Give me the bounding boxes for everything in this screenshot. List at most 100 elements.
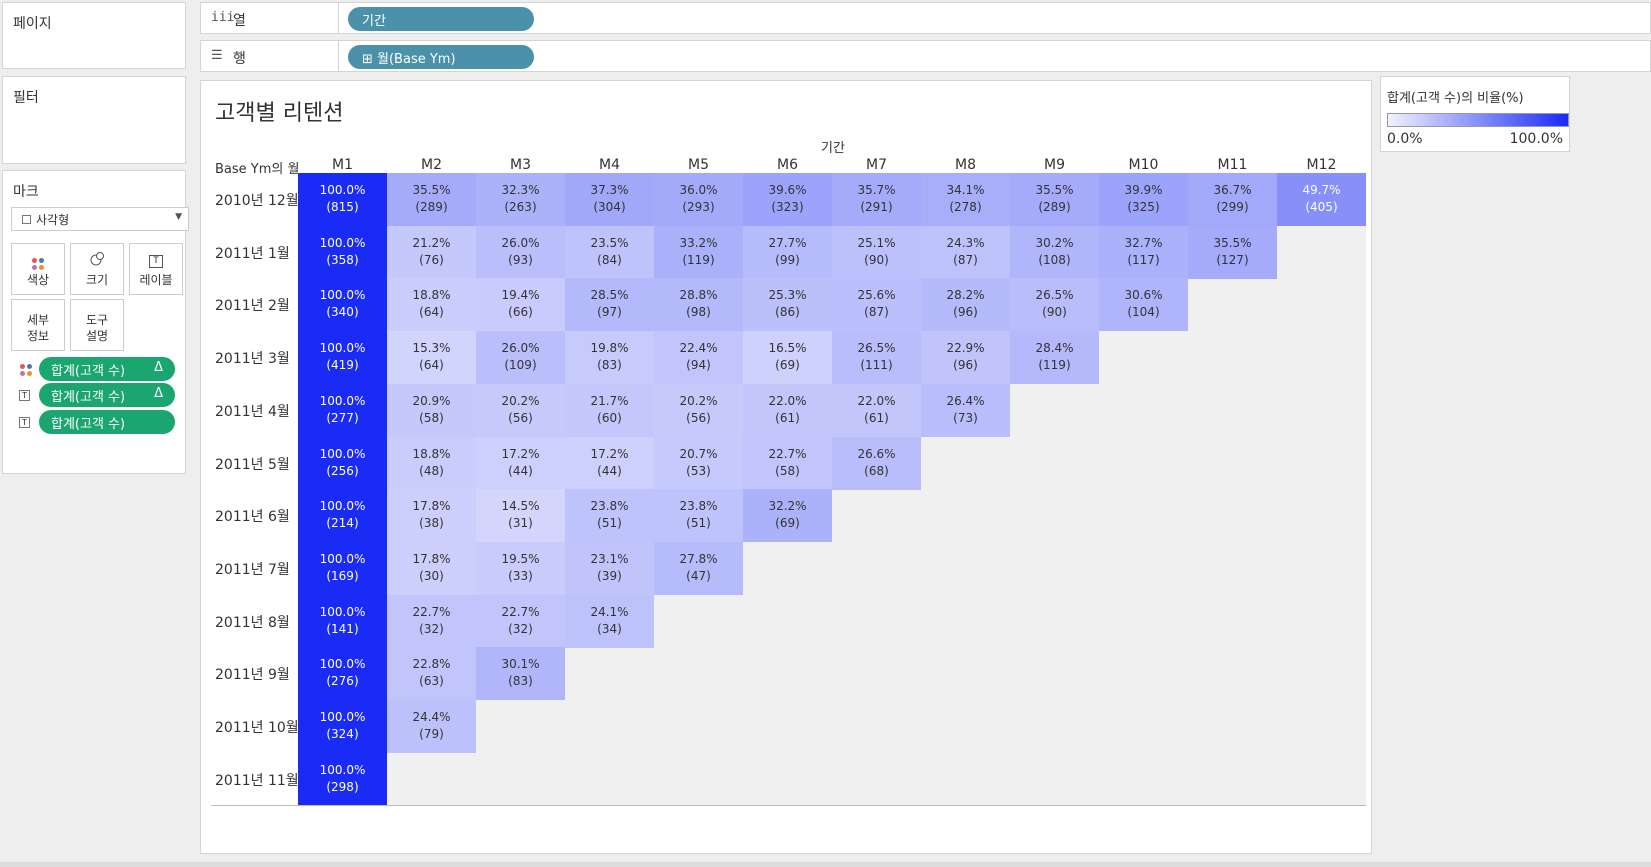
row-header: 2011년 4월: [215, 403, 290, 420]
heatmap-cell[interactable]: 20.2% (56): [654, 383, 743, 437]
color-legend[interactable]: 합계(고객 수)의 비율(%) 0.0% 100.0%: [1380, 76, 1570, 152]
heatmap-cell[interactable]: 19.4% (66): [476, 278, 565, 332]
heatmap-cell[interactable]: 30.1% (83): [476, 647, 565, 701]
heatmap-cell[interactable]: 23.8% (51): [654, 489, 743, 543]
heatmap-cell[interactable]: 100.0% (340): [298, 278, 387, 332]
rows-shelf[interactable]: ☰ 행 ⊞ 월(Base Ym): [200, 40, 1651, 72]
field-pill[interactable]: 합계(고객 수) Δ: [39, 357, 175, 381]
heatmap-cell[interactable]: 28.4% (119): [1010, 331, 1099, 385]
heatmap-cell[interactable]: 100.0% (324): [298, 700, 387, 753]
heatmap-cell[interactable]: 100.0% (256): [298, 436, 387, 490]
columns-shelf[interactable]: iii 열 기간: [200, 2, 1651, 34]
heatmap-cell[interactable]: 39.6% (323): [743, 173, 832, 226]
heatmap-cell[interactable]: 19.5% (33): [476, 541, 565, 595]
heatmap-cell[interactable]: 34.1% (278): [921, 173, 1010, 226]
tooltip-button[interactable]: 도구 설명: [70, 299, 124, 351]
detail-button[interactable]: 세부 정보: [11, 299, 65, 351]
heatmap-cell[interactable]: 27.7% (99): [743, 225, 832, 279]
heatmap-cell[interactable]: 28.8% (98): [654, 278, 743, 332]
columns-pill[interactable]: 기간: [348, 7, 534, 31]
heatmap-cell[interactable]: 25.3% (86): [743, 278, 832, 332]
mark-type-dropdown[interactable]: 사각형 ▼: [11, 207, 189, 231]
heatmap-cell[interactable]: 26.6% (68): [832, 436, 921, 490]
heatmap-cell[interactable]: 21.7% (60): [565, 383, 654, 437]
heatmap-cell[interactable]: 22.7% (58): [743, 436, 832, 490]
heatmap-cell[interactable]: 27.8% (47): [654, 541, 743, 595]
sheet-tab-bar[interactable]: [0, 862, 1651, 867]
heatmap-cell[interactable]: 17.8% (38): [387, 489, 476, 543]
heatmap-cell[interactable]: 22.7% (32): [476, 594, 565, 648]
heatmap-cell[interactable]: 100.0% (358): [298, 225, 387, 279]
heatmap-cell[interactable]: 19.8% (83): [565, 331, 654, 385]
heatmap-cell[interactable]: 35.7% (291): [832, 173, 921, 226]
heatmap-cell[interactable]: 28.5% (97): [565, 278, 654, 332]
heatmap-cell[interactable]: 26.5% (90): [1010, 278, 1099, 332]
heatmap-cell[interactable]: 100.0% (277): [298, 383, 387, 437]
heatmap-cell[interactable]: 16.5% (69): [743, 331, 832, 385]
cell-percent: 30.2%: [1035, 235, 1074, 250]
heatmap-cell[interactable]: 22.9% (96): [921, 331, 1010, 385]
heatmap-cell[interactable]: 17.2% (44): [476, 436, 565, 490]
heatmap-cell[interactable]: 15.3% (64): [387, 331, 476, 385]
heatmap-cell[interactable]: 14.5% (31): [476, 489, 565, 543]
viz-area[interactable]: 고객별 리텐션 기간 Base Ym의 월 M1 M2 M3 M4 M5 M6 M7 M8 M9…: [200, 80, 1372, 854]
heatmap-cell[interactable]: 33.2% (119): [654, 225, 743, 279]
heatmap-cell[interactable]: 30.2% (108): [1010, 225, 1099, 279]
color-button[interactable]: 색상: [11, 243, 65, 295]
heatmap-cell[interactable]: 28.2% (96): [921, 278, 1010, 332]
heatmap-cell[interactable]: 22.0% (61): [743, 383, 832, 437]
heatmap-cell[interactable]: 26.4% (73): [921, 383, 1010, 437]
size-button[interactable]: 크기: [70, 243, 124, 295]
heatmap-cell[interactable]: 37.3% (304): [565, 173, 654, 226]
heatmap-cell[interactable]: 36.0% (293): [654, 173, 743, 226]
heatmap-cell[interactable]: 18.8% (64): [387, 278, 476, 332]
cell-percent: 36.7%: [1213, 183, 1252, 197]
heatmap-cell[interactable]: 22.0% (61): [832, 383, 921, 437]
heatmap-cell[interactable]: 22.8% (63): [387, 647, 476, 701]
label-button[interactable]: T 레이블: [129, 243, 183, 295]
heatmap-cell[interactable]: 30.6% (104): [1099, 278, 1188, 332]
heatmap-cell[interactable]: 22.7% (32): [387, 594, 476, 648]
heatmap-cell[interactable]: 25.6% (87): [832, 278, 921, 332]
cell-count: (76): [419, 252, 444, 267]
heatmap-cell[interactable]: 39.9% (325): [1099, 173, 1188, 226]
heatmap-cell[interactable]: 100.0% (815): [298, 173, 387, 226]
heatmap-cell[interactable]: 17.8% (30): [387, 541, 476, 595]
heatmap-cell[interactable]: 24.3% (87): [921, 225, 1010, 279]
heatmap-cell[interactable]: 100.0% (169): [298, 541, 387, 595]
field-pill[interactable]: 합계(고객 수): [39, 410, 175, 434]
heatmap-cell[interactable]: 32.3% (263): [476, 173, 565, 226]
heatmap-cell[interactable]: 100.0% (276): [298, 647, 387, 701]
cell-percent: 35.5%: [412, 183, 451, 197]
heatmap-cell[interactable]: 26.0% (109): [476, 331, 565, 385]
heatmap-cell[interactable]: 21.2% (76): [387, 225, 476, 279]
heatmap-cell[interactable]: 100.0% (298): [298, 752, 387, 806]
heatmap-cell[interactable]: 23.5% (84): [565, 225, 654, 279]
heatmap-cell[interactable]: 36.7% (299): [1188, 173, 1277, 226]
heatmap-cell[interactable]: 35.5% (289): [1010, 173, 1099, 226]
heatmap-cell[interactable]: 23.8% (51): [565, 489, 654, 543]
heatmap-cell[interactable]: 22.4% (94): [654, 331, 743, 385]
heatmap-cell[interactable]: 24.4% (79): [387, 700, 476, 753]
heatmap-cell[interactable]: 17.2% (44): [565, 436, 654, 490]
filters-pane[interactable]: 필터: [2, 76, 186, 164]
heatmap-cell[interactable]: 35.5% (127): [1188, 225, 1277, 279]
heatmap-cell[interactable]: 20.2% (56): [476, 383, 565, 437]
heatmap-cell[interactable]: 32.7% (117): [1099, 225, 1188, 279]
heatmap-cell[interactable]: 23.1% (39): [565, 541, 654, 595]
heatmap-cell[interactable]: 20.9% (58): [387, 383, 476, 437]
field-pill[interactable]: 합계(고객 수) Δ: [39, 383, 175, 407]
heatmap-cell[interactable]: 24.1% (34): [565, 594, 654, 648]
heatmap-cell[interactable]: 100.0% (419): [298, 331, 387, 385]
heatmap-cell[interactable]: 18.8% (48): [387, 436, 476, 490]
heatmap-cell[interactable]: 32.2% (69): [743, 489, 832, 543]
heatmap-cell[interactable]: 25.1% (90): [832, 225, 921, 279]
heatmap-cell[interactable]: 100.0% (214): [298, 489, 387, 543]
heatmap-cell[interactable]: 26.0% (93): [476, 225, 565, 279]
rows-pill[interactable]: ⊞ 월(Base Ym): [348, 45, 534, 69]
heatmap-cell[interactable]: 100.0% (141): [298, 594, 387, 648]
heatmap-cell[interactable]: 35.5% (289): [387, 173, 476, 226]
heatmap-cell[interactable]: 20.7% (53): [654, 436, 743, 490]
heatmap-cell[interactable]: 26.5% (111): [832, 331, 921, 385]
heatmap-cell[interactable]: 49.7% (405): [1277, 173, 1366, 226]
